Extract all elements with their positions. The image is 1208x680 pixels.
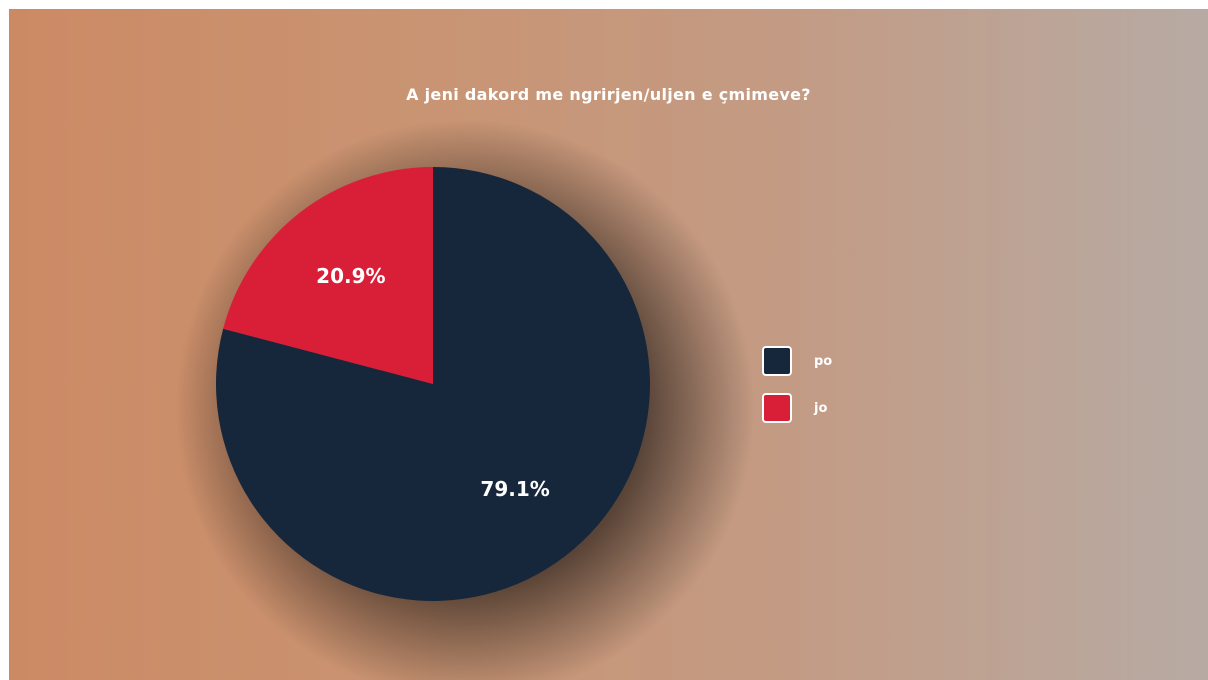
- chart-title: A jeni dakord me ngrirjen/uljen e çmimev…: [406, 85, 811, 104]
- pie-slice-jo: [223, 167, 433, 384]
- pie-label-po: 79.1%: [480, 477, 549, 501]
- chart-panel: A jeni dakord me ngrirjen/uljen e çmimev…: [9, 9, 1208, 680]
- legend-swatch-jo: [762, 393, 792, 423]
- pie-label-jo: 20.9%: [316, 264, 385, 288]
- legend-item-po: po: [762, 344, 832, 378]
- legend-label-jo: jo: [814, 400, 828, 416]
- legend-swatch-po: [762, 346, 792, 376]
- legend-label-po: po: [814, 353, 833, 369]
- pie-chart: 79.1% 20.9%: [175, 119, 755, 680]
- legend-item-jo: jo: [762, 391, 832, 425]
- legend: po jo: [762, 344, 832, 438]
